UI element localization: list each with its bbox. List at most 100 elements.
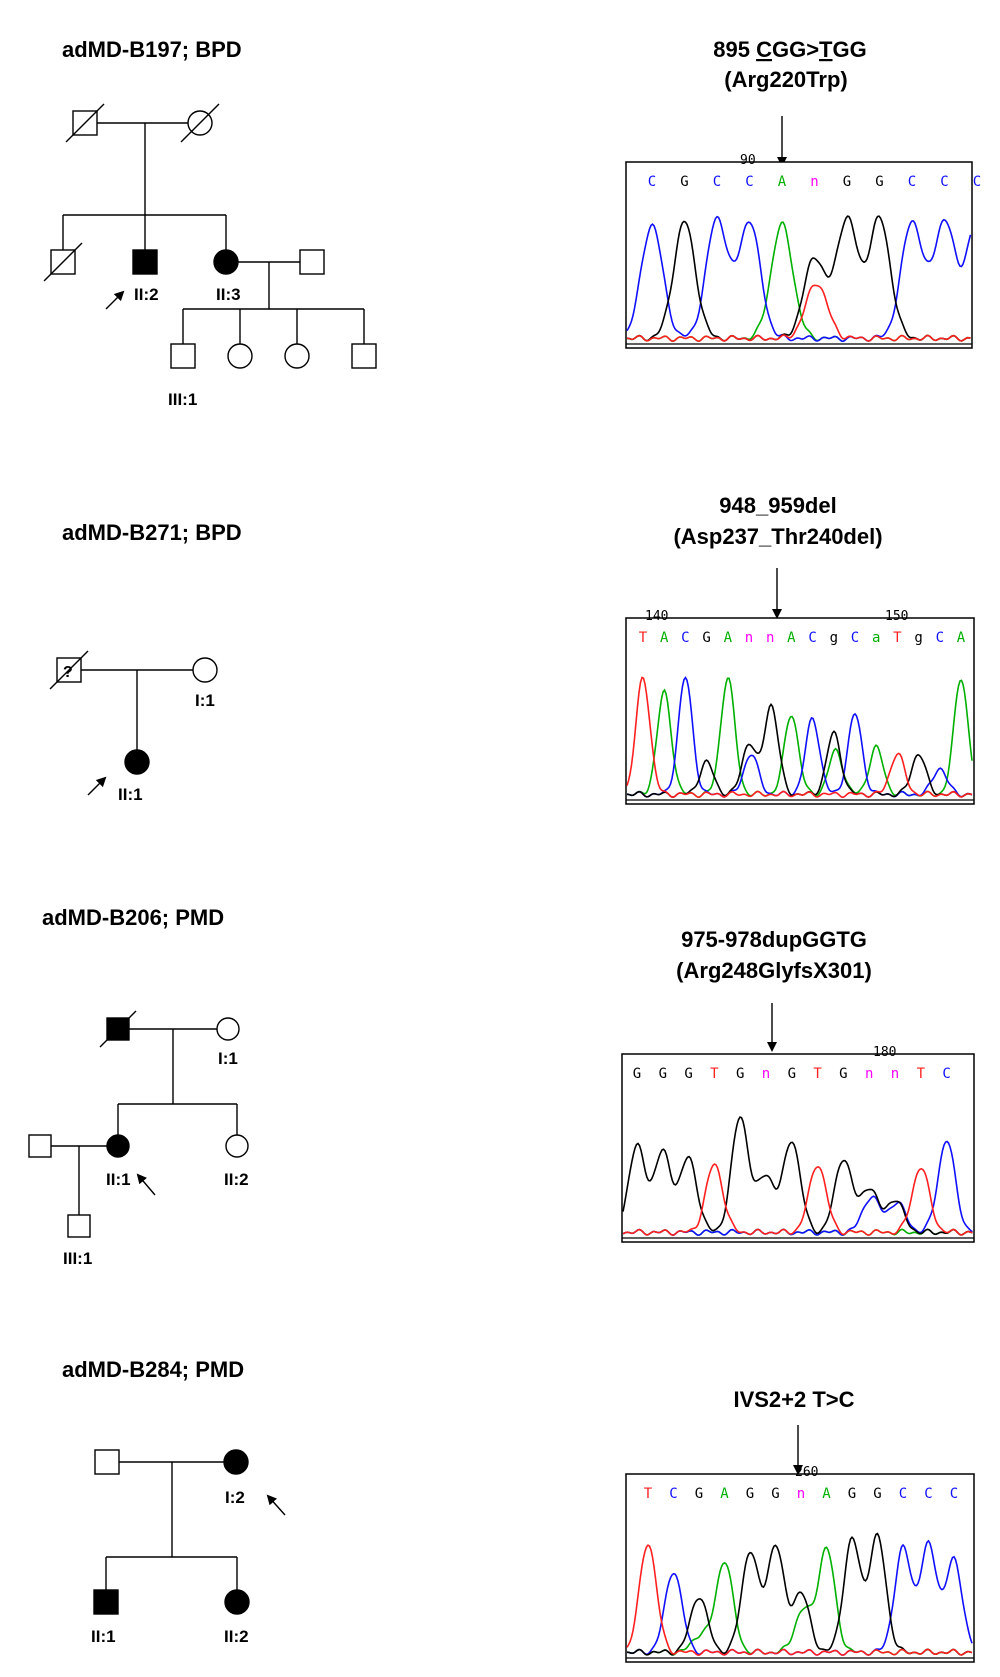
family-title: adMD-B206; PMD [42,905,224,930]
base-call: C [942,1066,950,1082]
base-call: a [872,630,880,646]
sequence-position-label: 180 [873,1045,896,1060]
base-call: C [713,174,721,190]
chromatogram-frame [625,161,973,349]
pedigree-b271: ? I:1 II:1 [49,650,218,804]
base-call: A [720,1486,729,1502]
family-b197: adMD-B197; BPD II:2 II:3 [43,37,981,409]
pedigree-b284: I:2 II:1 II:2 [91,1449,286,1646]
base-call: G [702,630,710,646]
base-call: C [648,174,656,190]
base-call: T [639,630,648,646]
base-call: g [830,630,838,646]
trace-t [626,676,973,799]
proband-arrow [87,776,107,796]
chromatogram-frame [625,1473,975,1663]
base-call: C [950,1486,958,1502]
id-label: II:3 [216,285,241,304]
id-label: III:1 [168,390,197,409]
base-call: C [908,174,916,190]
deceased-slash [180,103,220,143]
base-call: C [669,1486,677,1502]
base-call: T [644,1486,653,1502]
family-title: adMD-B271; BPD [62,520,242,545]
mutation-b284: IVS2+2 T>C [733,1387,855,1475]
mutation-name: IVS2+2 T>C [733,1387,854,1412]
pedigree-female [227,343,253,369]
mutation-name: 975-978dupGGTG [681,927,867,952]
pedigree-female [284,343,310,369]
mutation-name: 895 CGG>TGG [713,37,866,62]
mutation-b197: 895 CGG>TGG (Arg220Trp) [713,37,867,167]
chromatogram-frame [621,1053,975,1243]
base-call: G [736,1066,744,1082]
base-call: n [766,630,774,646]
proband-arrow [266,1494,286,1516]
pedigree-female-affected [223,1449,249,1475]
proband-arrow [136,1173,156,1196]
proband-arrow [105,290,125,310]
base-call: C [745,174,753,190]
trace-t [626,284,971,343]
chromatogram-frame [625,617,975,805]
trace-t [622,1163,973,1237]
id-label: II:2 [224,1170,249,1189]
base-call: T [893,630,902,646]
base-call: T [813,1066,822,1082]
base-call: G [746,1486,754,1502]
mutation-name: 948_959del [719,493,836,518]
trace-c [626,215,972,343]
id-label: II:2 [224,1627,249,1646]
family-b284: adMD-B284; PMD I:2 II:1 II:2 IVS2+2 T>C … [62,1357,975,1663]
pedigree-male [28,1134,52,1158]
id-label: III:1 [63,1249,92,1268]
id-label: I:2 [225,1488,245,1507]
base-call: C [681,630,689,646]
pedigree-male [170,343,196,369]
pedigree-male [299,249,325,275]
pedigree-male [351,343,377,369]
base-call: C [973,174,981,190]
id-label: II:1 [106,1170,131,1189]
mutation-b271: 948_959del (Asp237_Thr240del) [673,493,883,619]
pedigree-b206: I:1 II:1 II:2 III:1 [28,1010,249,1268]
deceased-slash [65,103,105,143]
pedigree-b197: II:2 II:3 III:1 [43,103,377,409]
base-call: G [788,1066,796,1082]
base-call: A [660,630,669,646]
sequence-position-label: 150 [885,609,908,624]
base-call: n [865,1066,873,1082]
base-call: n [745,630,753,646]
pedigree-male-affected [93,1589,119,1615]
pedigree-female-affected [213,249,239,275]
deceased-slash [99,1010,137,1048]
base-call: n [762,1066,770,1082]
base-call: G [680,174,688,190]
base-call: G [695,1486,703,1502]
protein-change: (Arg220Trp) [724,67,847,92]
base-call: C [808,630,816,646]
base-call: A [787,630,796,646]
family-title: adMD-B197; BPD [62,37,242,62]
base-call: n [891,1066,899,1082]
pedigree-female [216,1017,240,1041]
base-call: G [873,1486,881,1502]
base-call: G [848,1486,856,1502]
base-call: C [899,1486,907,1502]
protein-change: (Asp237_Thr240del) [673,524,882,549]
base-call: T [917,1066,926,1082]
base-call: A [724,630,733,646]
protein-change: (Arg248GlyfsX301) [676,958,872,983]
base-call: G [659,1066,667,1082]
pedigree-female-affected [106,1134,130,1158]
pedigree-female [225,1134,249,1158]
pedigree-female-affected [224,1589,250,1615]
base-call: G [771,1486,779,1502]
base-call: C [851,630,859,646]
base-call: n [797,1486,805,1502]
